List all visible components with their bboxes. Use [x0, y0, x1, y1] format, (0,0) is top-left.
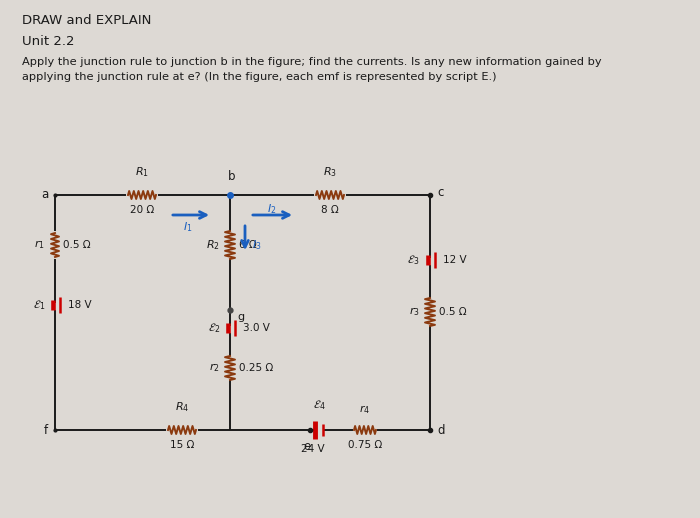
Text: $\mathcal{E}_2$: $\mathcal{E}_2$ [208, 321, 220, 335]
Text: 0.5 Ω: 0.5 Ω [63, 240, 90, 250]
Text: $R_1$: $R_1$ [135, 165, 149, 179]
Text: applying the junction rule at e? (In the figure, each emf is represented by scri: applying the junction rule at e? (In the… [22, 72, 496, 82]
Text: 20 Ω: 20 Ω [130, 205, 154, 215]
Text: a: a [41, 189, 48, 202]
Text: 15 Ω: 15 Ω [170, 440, 194, 450]
Text: $R_4$: $R_4$ [175, 400, 189, 414]
Text: $r_4$: $r_4$ [359, 403, 370, 416]
Text: 18 V: 18 V [68, 300, 92, 310]
Text: $r_3$: $r_3$ [410, 306, 420, 319]
Text: f: f [44, 424, 48, 437]
Text: $\mathcal{E}_3$: $\mathcal{E}_3$ [407, 253, 420, 267]
Text: c: c [437, 186, 443, 199]
Text: DRAW and EXPLAIN: DRAW and EXPLAIN [22, 14, 151, 27]
Text: e: e [303, 440, 311, 453]
Text: $r_2$: $r_2$ [209, 362, 220, 375]
Text: 6 Ω: 6 Ω [239, 240, 257, 250]
Text: $R_3$: $R_3$ [323, 165, 337, 179]
Text: $R_2$: $R_2$ [206, 238, 220, 252]
Text: 12 V: 12 V [443, 255, 467, 265]
Text: 3.0 V: 3.0 V [243, 323, 270, 333]
Text: $r_1$: $r_1$ [34, 239, 45, 251]
Text: 8 Ω: 8 Ω [321, 205, 339, 215]
Text: $I_2$: $I_2$ [267, 202, 276, 216]
Text: 24 V: 24 V [301, 444, 325, 454]
Text: 0.25 Ω: 0.25 Ω [239, 363, 273, 373]
Text: Apply the junction rule to junction b in the figure; find the currents. Is any n: Apply the junction rule to junction b in… [22, 57, 601, 67]
Text: d: d [437, 424, 444, 437]
Text: $\mathcal{E}_4$: $\mathcal{E}_4$ [313, 398, 326, 412]
Text: $I_3$: $I_3$ [252, 238, 262, 252]
Text: Unit 2.2: Unit 2.2 [22, 35, 74, 48]
Text: 0.75 Ω: 0.75 Ω [348, 440, 382, 450]
Text: g: g [237, 312, 244, 322]
Text: b: b [228, 170, 236, 183]
Text: 0.5 Ω: 0.5 Ω [439, 307, 467, 317]
Text: $I_1$: $I_1$ [183, 220, 192, 234]
Text: $\mathcal{E}_1$: $\mathcal{E}_1$ [32, 298, 45, 312]
